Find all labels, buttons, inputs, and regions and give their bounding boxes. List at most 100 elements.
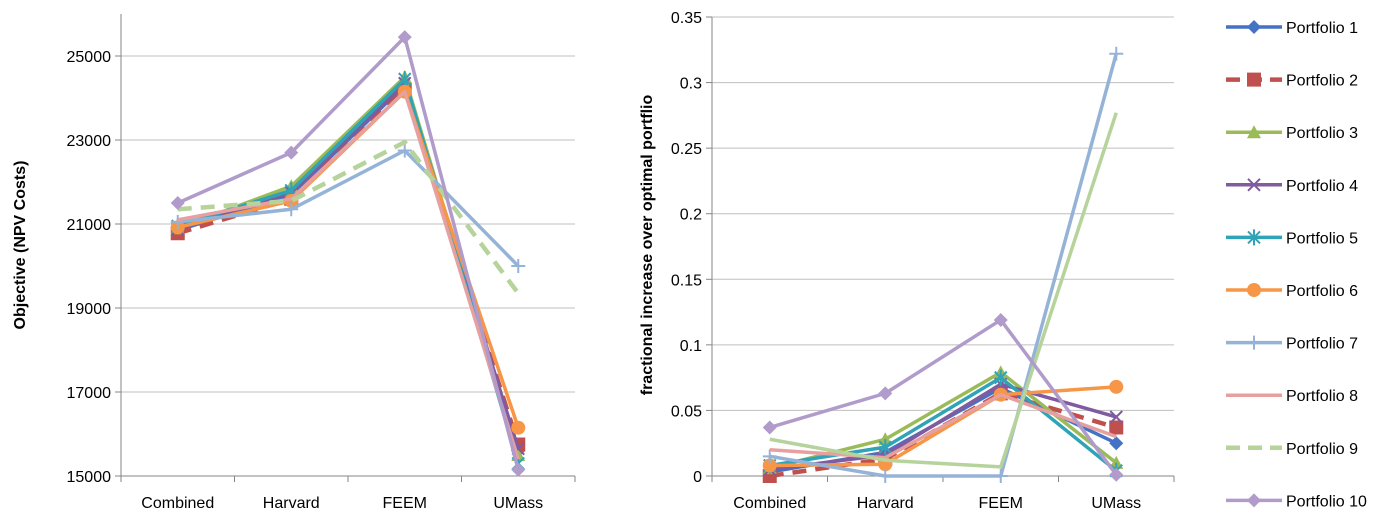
legend-item: Portfolio 4 [1226, 178, 1358, 195]
left-data-point [511, 420, 526, 435]
left-series-line [177, 148, 520, 268]
right-axes: 0 0.05 0.1 0.15 0.2 0.25 0.3 0.35 Combined Harvar… [671, 10, 1175, 512]
left-data-point [397, 143, 412, 158]
right-series-10 [762, 312, 1124, 482]
left-x-tick-label: UMass [493, 495, 543, 512]
left-series-9 [177, 139, 521, 295]
legend-item: Portfolio 1 [1226, 20, 1358, 37]
left-series-layer [170, 30, 526, 477]
legend-item: Portfolio 5 [1226, 229, 1358, 247]
legend-item: Portfolio 7 [1226, 335, 1358, 353]
legend-item: Portfolio 10 [1226, 493, 1367, 510]
legend: Portfolio 1 Portfolio 2 Portfolio 3 Portfol… [1226, 20, 1367, 510]
right-data-point [1109, 46, 1124, 61]
legend-label: Portfolio 4 [1286, 178, 1358, 195]
right-y-tick-label: 0 [693, 469, 702, 486]
right-data-point [878, 386, 893, 401]
legend-label: Portfolio 6 [1286, 283, 1358, 300]
left-data-point [170, 196, 185, 210]
right-gridlines [712, 16, 1174, 411]
left-y-tick-label: 23000 [67, 133, 112, 150]
right-y-axis-label: fractional increase over optimal portfli… [639, 95, 656, 396]
legend-label: Portfolio 9 [1286, 441, 1358, 458]
left-data-point [398, 71, 412, 88]
left-data-point [170, 214, 185, 229]
legend-item: Portfolio 8 [1226, 388, 1358, 405]
legend-marker [1247, 493, 1261, 508]
legend-item: Portfolio 6 [1226, 283, 1358, 300]
left-y-tick-label: 19000 [67, 301, 112, 318]
left-series-10 [170, 30, 526, 477]
left-series-line [177, 87, 521, 446]
legend-marker [1247, 335, 1261, 350]
left-data-point [284, 145, 299, 160]
legend-label: Portfolio 3 [1286, 125, 1358, 142]
left-series-line [177, 81, 520, 450]
right-series-line [769, 53, 1118, 478]
legend-item: Portfolio 2 [1226, 72, 1358, 90]
right-data-point [993, 312, 1008, 327]
left-data-point [511, 259, 526, 273]
right-y-tick-label: 0.1 [680, 338, 702, 355]
left-series-line [177, 89, 520, 460]
right-chart: 0 0.05 0.1 0.15 0.2 0.25 0.3 0.35 Combined Harvar… [639, 10, 1175, 512]
left-series-line [177, 139, 521, 295]
right-data-point [1109, 420, 1124, 435]
right-y-tick-label: 0.15 [671, 272, 702, 289]
right-data-point [762, 449, 777, 464]
right-data-point [1109, 455, 1124, 469]
left-series-7 [170, 143, 526, 273]
right-series-line [769, 318, 1118, 476]
right-data-point [1109, 467, 1124, 482]
legend-item: Portfolio 9 [1226, 441, 1358, 458]
left-series-3 [170, 70, 526, 461]
right-data-point [878, 432, 893, 446]
left-data-point [397, 30, 412, 45]
right-series-line [769, 375, 1118, 473]
right-data-point [994, 369, 1008, 386]
legend-marker [1247, 229, 1261, 246]
right-y-tick-label: 0.35 [671, 10, 702, 27]
right-x-tick-label: Harvard [857, 495, 914, 512]
left-x-tick-label: Combined [141, 495, 214, 512]
right-x-tick-label: Combined [733, 495, 806, 512]
right-x-tick-label: UMass [1091, 495, 1141, 512]
right-data-point [1109, 410, 1123, 424]
left-x-tick-label: Harvard [263, 495, 320, 512]
legend-marker [1247, 283, 1261, 297]
right-data-point [1109, 436, 1124, 451]
legend-label: Portfolio 1 [1286, 20, 1358, 37]
legend-label: Portfolio 5 [1286, 230, 1358, 247]
legend-label: Portfolio 7 [1286, 336, 1358, 353]
legend-marker [1247, 125, 1261, 139]
right-y-tick-label: 0.2 [680, 207, 702, 224]
right-data-point [762, 458, 777, 473]
right-y-tick-label: 0.3 [680, 76, 702, 93]
left-chart: 15000 17000 19000 21000 23000 25000 Combined Ha… [12, 14, 576, 512]
left-y-axis-label: Objective (NPV Costs) [12, 161, 29, 330]
legend-label: Portfolio 10 [1286, 493, 1367, 510]
right-data-point [993, 469, 1008, 483]
right-data-point [878, 469, 893, 483]
legend-item: Portfolio 3 [1226, 125, 1358, 142]
left-data-point [284, 202, 299, 217]
right-x-tick-label: FEEM [979, 495, 1023, 512]
right-series-8 [769, 392, 1117, 460]
right-data-point [762, 420, 777, 435]
right-y-tick-label: 0.05 [671, 403, 702, 420]
legend-label: Portfolio 8 [1286, 388, 1358, 405]
left-y-tick-label: 17000 [67, 385, 112, 402]
right-series-layer [762, 46, 1124, 483]
left-y-tick-label: 21000 [67, 217, 112, 234]
legend-label: Portfolio 2 [1286, 73, 1358, 90]
left-y-tick-label: 25000 [67, 49, 112, 66]
right-series-line [769, 112, 1118, 469]
left-axes: 15000 17000 19000 21000 23000 25000 Combined Ha… [67, 14, 576, 512]
legend-marker [1247, 20, 1261, 34]
left-data-point [511, 462, 526, 477]
right-data-point [1109, 379, 1124, 394]
right-series-line [769, 392, 1117, 460]
right-y-tick-label: 0.25 [671, 141, 702, 158]
left-series-line [177, 35, 520, 471]
